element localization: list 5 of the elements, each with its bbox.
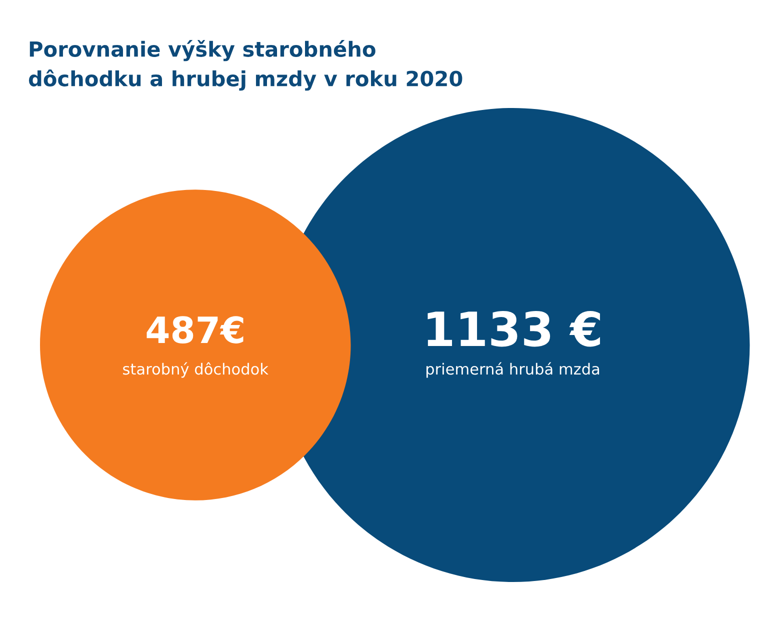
category-label: starobný dôchodok xyxy=(123,362,268,378)
text: Porovnanie výšky starobného dôchodku a hrubej mzdy v roku 2020 xyxy=(28,40,462,91)
data-label: 1133 € xyxy=(428,310,600,347)
data-label: 487€ xyxy=(146,316,244,344)
category-label: priemerná hrubá mzda xyxy=(426,362,600,378)
